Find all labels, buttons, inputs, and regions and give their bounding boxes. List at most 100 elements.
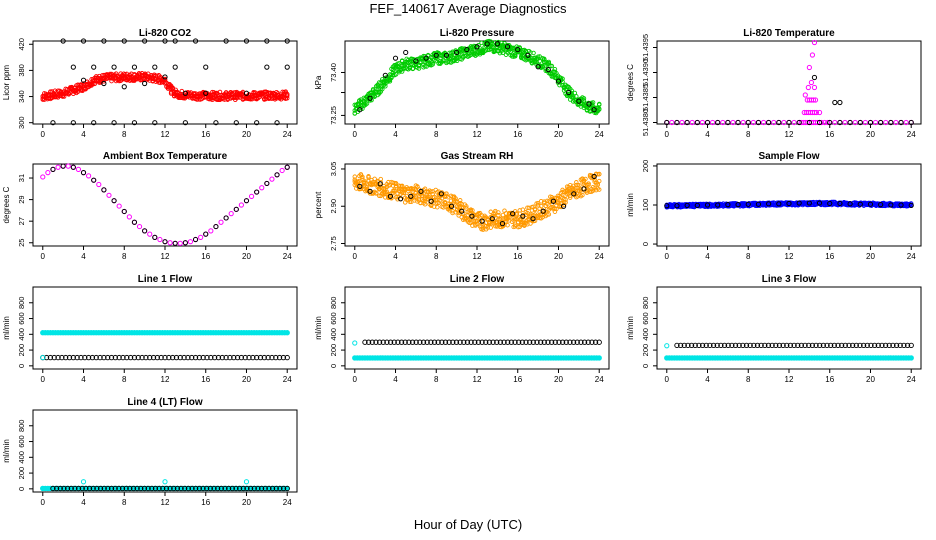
x-tick-label: 24 [283,130,292,139]
data-point [367,95,373,101]
data-point [269,485,276,492]
panel-title: Line 3 Flow [762,274,817,285]
data-point [119,485,126,492]
data-point [187,239,194,245]
data-point [276,354,283,361]
y-tick-label: 200 [17,344,26,357]
y-tick-label: 380 [17,64,26,77]
data-point [559,339,566,345]
data-point [516,339,522,345]
data-point [664,343,670,349]
data-point [893,119,899,126]
data-point [172,240,178,246]
data-point [893,342,900,348]
data-point [167,485,173,492]
data-point [200,354,206,361]
panel-1: Li-820 CO2 Licor ppm 0 4 8 12 16 20 24 300 340 380 4… [2,28,298,139]
data-point [152,234,158,240]
data-point [367,188,373,194]
data-point [101,485,107,492]
data-point [273,485,279,492]
data-point [243,479,250,485]
data-point [258,485,265,492]
y-tick-label: 0 [17,364,26,368]
data-point [40,354,46,361]
data-point [182,240,188,246]
x-tick-label: 12 [161,375,170,384]
data-point [820,342,827,348]
data-point [384,189,390,195]
data-point [813,342,819,348]
data-point [438,191,444,197]
data-point [435,339,441,345]
data-point [259,185,265,191]
data-point [131,64,138,70]
y-axis-label: ml/min [626,316,635,340]
data-point [809,342,816,348]
data-point [279,167,285,174]
data-point [496,212,501,218]
data-point [178,485,184,492]
data-series [664,355,914,361]
data-point [735,202,741,208]
data-point [131,120,138,126]
data-point [890,342,896,348]
data-series [50,485,290,492]
x-tick-label: 8 [434,130,439,139]
data-point [203,64,209,70]
data-series [40,330,290,336]
data-point [519,339,526,345]
data-point [177,240,183,246]
data-point [70,164,76,170]
data-point [704,119,711,126]
data-point [694,202,700,208]
panel-3: Li-820 Temperature degrees C 0 4 8 12 16 20 24 51… [626,28,922,139]
data-point [108,354,115,361]
data-point [886,342,892,348]
data-point [828,342,834,348]
data-point [254,120,260,126]
y-axis-label: Licor ppm [2,65,11,100]
data-point [596,171,602,177]
data-point [457,339,463,345]
data-point [123,485,129,492]
x-tick-label: 4 [705,130,710,139]
y-axis-label: percent [314,191,323,218]
data-point [589,339,595,345]
data-point [720,119,726,126]
data-point [747,342,753,348]
data-point [215,485,221,492]
x-tick-label: 0 [353,252,358,261]
data-point [402,60,408,65]
data-point [40,174,46,180]
data-point [546,212,552,217]
data-point [586,101,592,107]
data-point [215,354,222,361]
data-point [581,96,587,101]
data-point [520,213,526,219]
data-point [556,339,562,345]
data-point [677,342,684,348]
data-point [786,200,792,207]
plot-frame [344,163,610,247]
data-point [773,342,779,348]
data-point [116,485,122,492]
data-point [261,354,267,361]
data-point [479,213,484,218]
data-point [689,119,695,126]
data-point [837,119,843,126]
data-point [512,222,518,228]
x-tick-label: 16 [825,252,834,261]
x-tick-label: 24 [283,375,292,384]
data-point [247,485,254,492]
data-point [520,207,526,212]
data-point [233,206,239,212]
data-point [839,342,845,348]
data-point [398,196,404,202]
data-point [699,119,706,126]
y-tick-label: 29 [17,195,26,203]
data-point [383,195,388,200]
x-tick-label: 20 [866,252,875,261]
data-point [366,174,371,179]
data-point [431,339,438,345]
